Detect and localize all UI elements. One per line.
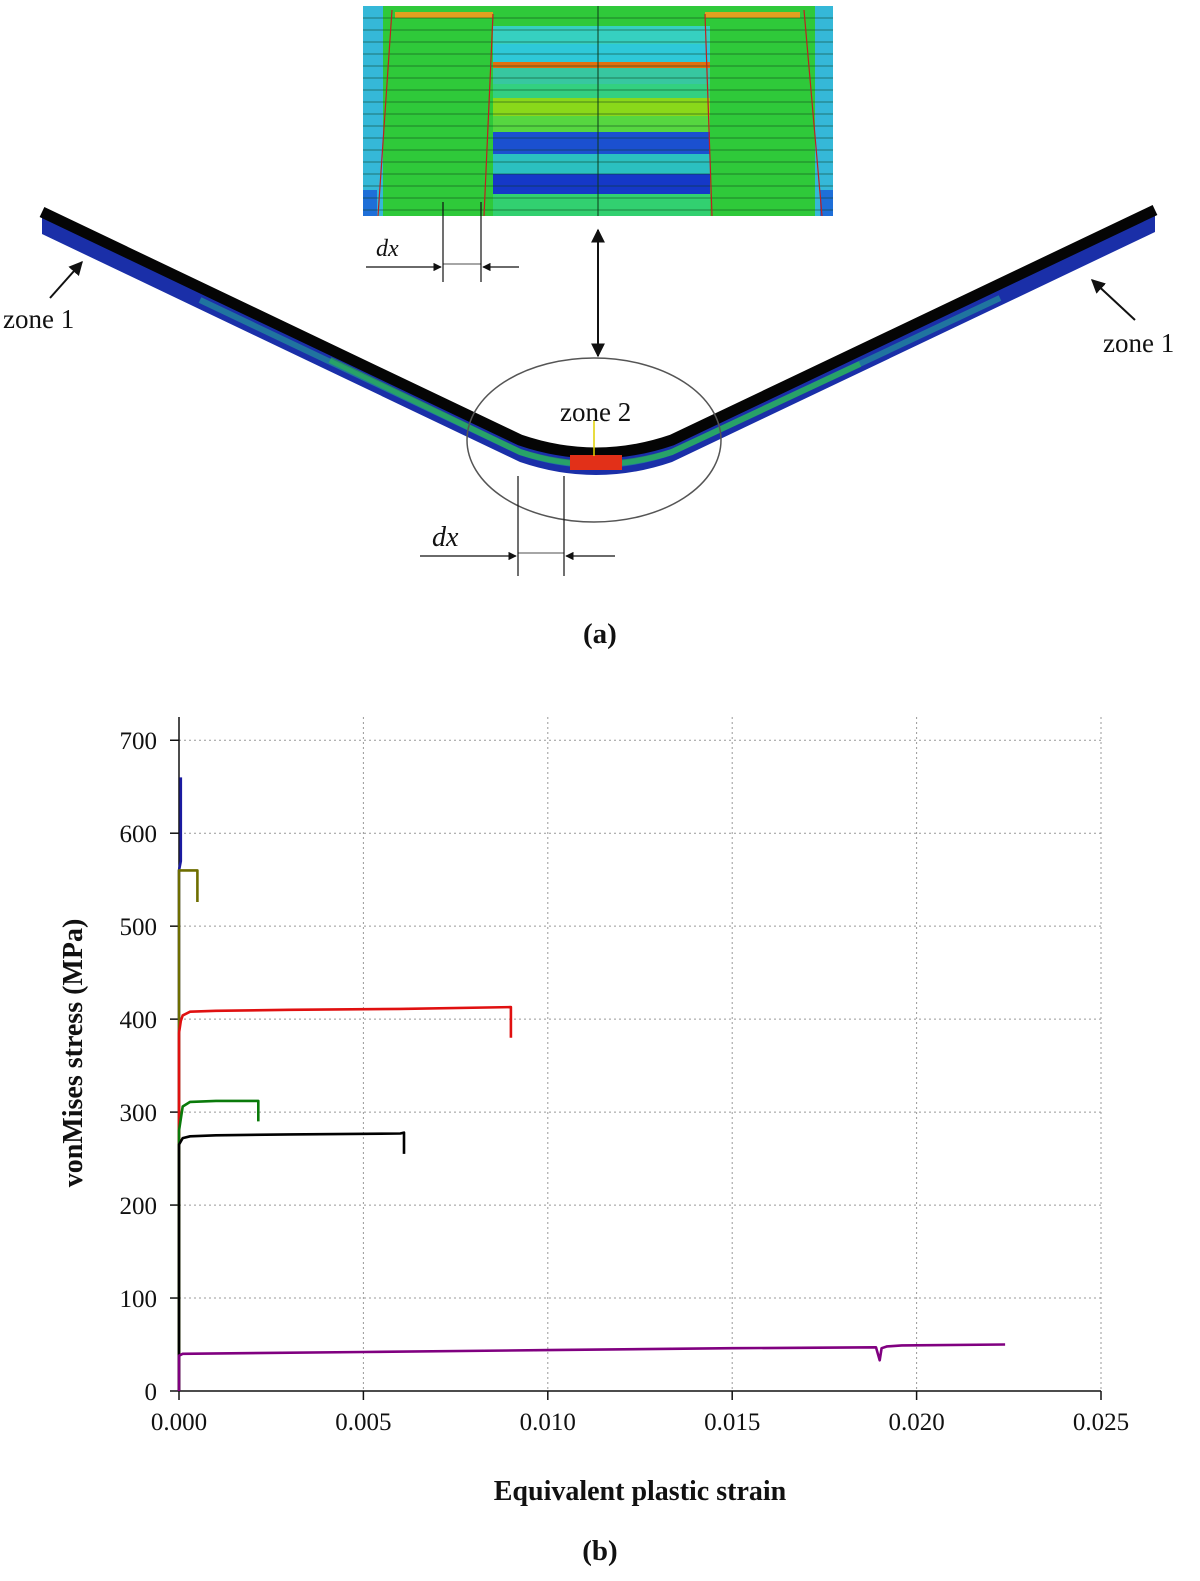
dx-dimension-top [366, 202, 519, 282]
fe-model-figure: dx zone 1 zone 1 zone 2 dx (a) [3, 6, 1174, 650]
x-tick-label: 0.025 [1073, 1409, 1129, 1436]
zone2-label: zone 2 [560, 397, 631, 427]
zone1-right-arrow [1090, 279, 1136, 321]
x-tick-label: 0.000 [151, 1409, 207, 1436]
y-tick-label: 500 [120, 914, 158, 941]
grid [179, 717, 1102, 1391]
y-axis-label: vonMises stress (MPa) [58, 919, 89, 1188]
x-tick-label: 0.015 [704, 1409, 760, 1436]
series-line-3 [177, 1005, 513, 1391]
x-axis-label: Equivalent plastic strain [494, 1476, 787, 1507]
series-line-4 [177, 1099, 260, 1391]
y-tick-label: 400 [120, 1007, 158, 1034]
zone1-right-label: zone 1 [1103, 328, 1174, 358]
y-tick-label: 100 [120, 1286, 158, 1313]
series-line-5 [177, 1131, 406, 1391]
mesh-inset [363, 6, 833, 217]
y-tick-label: 0 [145, 1379, 158, 1406]
x-tick-label: 0.020 [888, 1409, 944, 1436]
zone1-left-arrow [49, 260, 83, 299]
caption-a: (a) [583, 618, 617, 650]
y-tick-label: 700 [120, 728, 158, 755]
dx-dimension-bottom [420, 476, 615, 576]
dx-label-top: dx [376, 236, 399, 262]
zone2-ellipse [466, 357, 722, 523]
caption-b: (b) [582, 1535, 617, 1567]
series-line-2 [177, 869, 199, 1391]
x-tick-label: 0.010 [520, 1409, 576, 1436]
y-tick-label: 200 [120, 1193, 158, 1220]
series-line-6 [177, 1343, 1006, 1391]
tick-labels: 0.000 0.005 0.010 0.015 0.020 0.025 0 100 200 300… [120, 728, 1130, 1436]
y-tick-label: 600 [120, 821, 158, 848]
stress-strain-chart: 0.000 0.005 0.010 0.015 0.020 0.025 0 100 200 300… [58, 717, 1130, 1567]
dx-label-bottom: dx [432, 522, 459, 553]
y-tick-label: 300 [120, 1100, 158, 1127]
x-tick-label: 0.005 [335, 1409, 391, 1436]
series-group [177, 777, 1006, 1391]
zone1-left-label: zone 1 [3, 304, 74, 334]
deformed-beam [39, 205, 1158, 475]
